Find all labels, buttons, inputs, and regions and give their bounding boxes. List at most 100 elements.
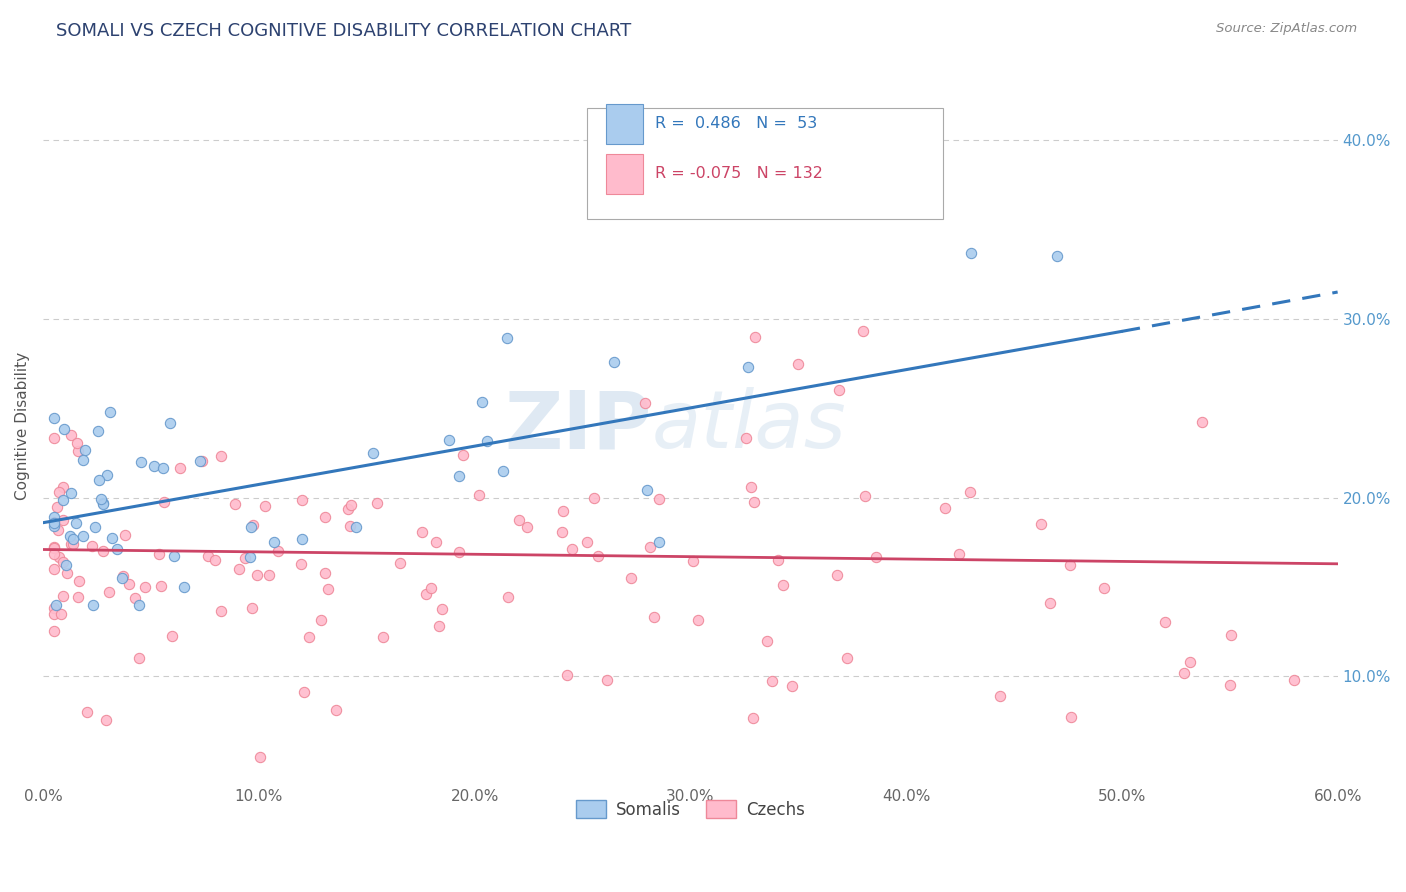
Point [67,574,90,589]
Point [1220,628,1243,642]
Point [325,703,347,717]
Point [239,520,262,534]
Point [1060,710,1083,724]
Point [508,513,530,527]
Point [451,448,474,462]
Point [290,558,312,572]
Point [72,452,94,467]
Point [959,484,981,499]
Point [148,547,170,561]
Point [76,706,98,720]
Point [787,357,810,371]
Point [336,502,359,516]
Point [339,518,361,533]
Point [91,498,114,512]
Point [756,633,779,648]
Point [596,673,619,688]
Point [42,431,65,445]
Point [105,542,128,557]
Point [344,519,367,533]
Point [551,504,574,518]
Point [740,480,762,494]
Point [62,532,84,546]
Point [742,495,765,509]
Point [249,750,271,764]
Point [475,434,498,448]
Point [42,541,65,556]
Point [492,463,515,477]
Point [314,510,336,524]
Point [361,446,384,460]
Point [561,541,583,556]
Point [152,495,174,509]
Point [550,525,572,540]
Point [42,516,65,530]
Point [496,591,519,605]
Point [427,619,450,633]
Point [1284,673,1306,687]
Point [42,607,65,621]
Point [602,355,624,369]
Point [91,496,114,510]
Point [447,469,470,483]
Point [1031,517,1053,532]
Point [60,486,83,500]
Point [735,431,758,445]
Point [55,558,77,572]
Point [575,535,598,549]
Point [636,483,658,497]
Point [188,454,211,468]
Point [46,524,69,538]
Point [1046,249,1069,263]
Point [228,562,250,576]
Point [52,555,75,569]
Point [173,580,195,594]
Text: Source: ZipAtlas.com: Source: ZipAtlas.com [1216,22,1357,36]
Point [415,587,437,601]
Point [240,600,263,615]
Point [292,685,315,699]
Point [242,517,264,532]
Point [291,492,314,507]
Point [42,624,65,639]
Point [118,577,141,591]
Point [52,493,75,508]
Point [557,668,579,682]
Text: atlas: atlas [651,387,846,465]
Point [150,579,173,593]
Point [128,650,150,665]
Point [467,487,489,501]
Point [257,568,280,582]
Point [780,679,803,693]
Point [169,461,191,475]
Point [638,540,661,554]
Point [688,613,710,627]
Point [44,598,66,612]
Point [471,395,494,409]
Point [828,384,851,398]
Point [52,513,75,527]
Point [197,549,219,563]
Point [1059,558,1081,572]
Point [586,549,609,564]
Point [90,491,112,506]
Point [948,547,970,561]
Point [263,535,285,549]
Point [835,651,858,665]
Point [152,460,174,475]
Point [65,516,87,531]
Point [42,561,65,575]
Point [131,455,153,469]
Point [52,422,75,436]
Point [73,442,96,457]
Text: ZIP: ZIP [505,387,651,465]
Point [82,598,104,612]
Point [516,520,538,534]
Point [160,629,183,643]
Point [267,544,290,558]
Point [761,673,783,688]
Point [1092,581,1115,595]
Point [648,492,671,507]
Point [825,567,848,582]
Point [209,604,232,618]
